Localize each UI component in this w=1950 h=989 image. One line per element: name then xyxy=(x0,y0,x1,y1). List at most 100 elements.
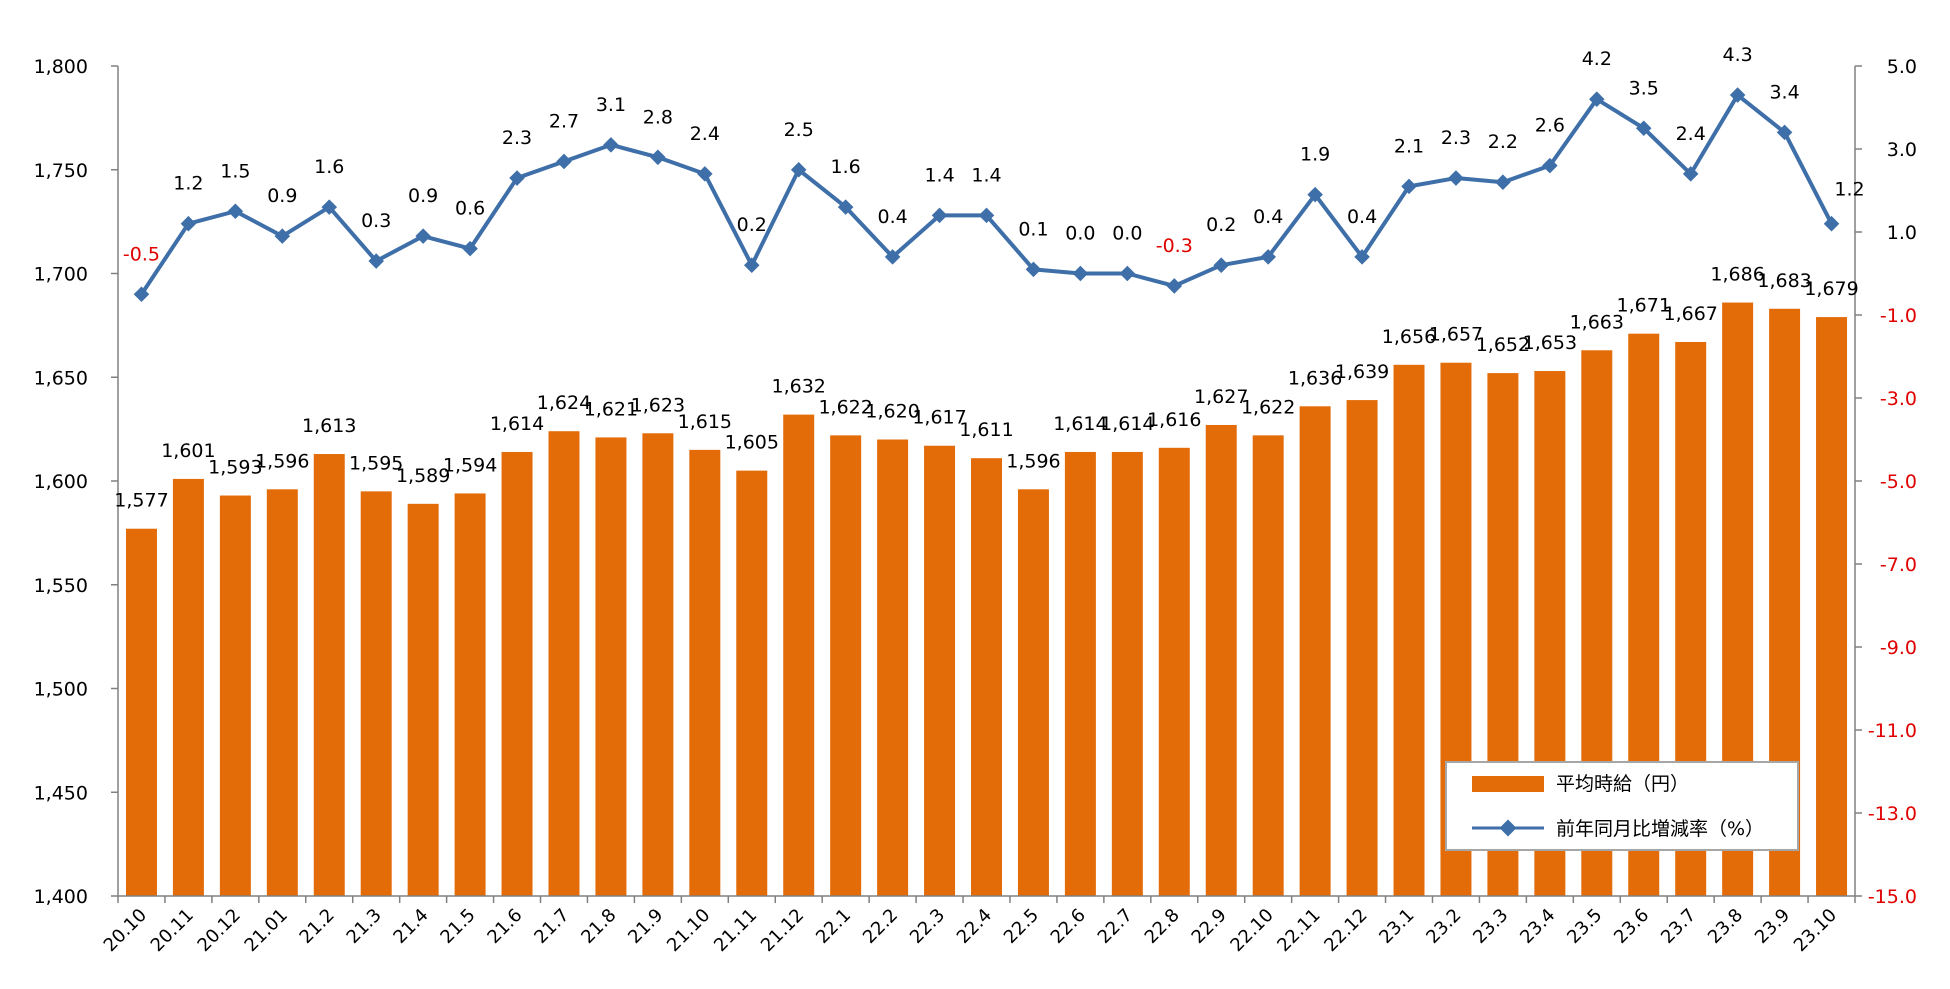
rate-marker-21.4 xyxy=(415,228,431,244)
rate-value-label: 1.2 xyxy=(173,173,203,195)
rate-value-label: 3.4 xyxy=(1769,81,1799,103)
legend-line-label: 前年同月比増減率（%） xyxy=(1556,818,1764,840)
right-tick-label: 5.0 xyxy=(1887,56,1917,78)
rate-value-label: 4.3 xyxy=(1723,44,1753,66)
x-tick-label: 21.11 xyxy=(710,905,761,956)
x-tick-label: 21.4 xyxy=(389,905,432,948)
bar-20.10 xyxy=(125,528,157,896)
x-tick-label: 23.2 xyxy=(1422,905,1465,948)
bar-value-label: 1,620 xyxy=(865,401,919,423)
x-tick-label: 22.8 xyxy=(1141,905,1184,948)
x-tick-label: 21.2 xyxy=(296,905,339,948)
rate-marker-23.7 xyxy=(1682,166,1699,182)
rate-marker-21.5 xyxy=(462,240,478,257)
legend-line-marker xyxy=(1499,819,1517,837)
bar-value-label: 1,671 xyxy=(1617,295,1671,317)
x-tick-label: 21.5 xyxy=(436,905,479,948)
bar-22.11 xyxy=(1299,406,1331,896)
x-tick-label: 22.6 xyxy=(1047,905,1090,948)
bar-value-label: 1,616 xyxy=(1147,409,1201,431)
x-tick-label: 22.2 xyxy=(859,905,902,948)
rate-marker-21.11 xyxy=(743,257,760,273)
bar-value-label: 1,614 xyxy=(490,413,544,435)
left-tick-label: 1,700 xyxy=(34,264,88,286)
rate-line-group xyxy=(133,87,1840,303)
rate-marker-21.7 xyxy=(556,153,572,170)
right-tick-label: 3.0 xyxy=(1887,139,1917,161)
rate-value-label: 0.1 xyxy=(1018,218,1048,240)
legend-bar-label: 平均時給（円） xyxy=(1556,773,1689,795)
x-tick-label: 23.5 xyxy=(1563,905,1606,948)
bar-value-label: 1,657 xyxy=(1429,324,1483,346)
rate-marker-22.7 xyxy=(1119,265,1136,282)
rate-value-label: 2.7 xyxy=(549,110,579,132)
bar-21.10 xyxy=(689,449,721,896)
rate-value-label: 0.3 xyxy=(361,210,391,232)
bar-value-label: 1,667 xyxy=(1663,303,1717,325)
bar-value-label: 1,605 xyxy=(725,432,779,454)
bar-22.2 xyxy=(877,439,909,896)
rate-marker-23.5 xyxy=(1589,91,1605,107)
left-tick-label: 1,550 xyxy=(34,575,88,597)
rate-marker-20.12 xyxy=(227,203,244,220)
rate-marker-23.10 xyxy=(1823,215,1840,232)
x-tick-label: 21.8 xyxy=(577,905,620,948)
rate-value-label: 0.0 xyxy=(1065,223,1095,245)
rate-marker-22.9 xyxy=(1213,257,1230,273)
x-tick-label: 22.12 xyxy=(1320,905,1371,956)
rate-value-label: 1.4 xyxy=(924,164,954,186)
right-tick-label: -7.0 xyxy=(1880,554,1917,576)
bar-value-label: 1,656 xyxy=(1382,326,1436,348)
x-tick-label: 21.6 xyxy=(483,905,526,948)
rate-marker-22.6 xyxy=(1072,265,1089,282)
bar-21.12 xyxy=(783,414,815,896)
rate-value-label: 2.3 xyxy=(1441,127,1471,149)
legend: 平均時給（円） 前年同月比増減率（%） xyxy=(1445,761,1799,851)
bar-value-label: 1,614 xyxy=(1053,413,1107,435)
bar-value-label: 1,611 xyxy=(959,419,1013,441)
bar-21.3 xyxy=(360,491,392,896)
rate-value-label: 3.1 xyxy=(596,94,626,116)
bar-value-label: 1,623 xyxy=(631,394,685,416)
bar-21.7 xyxy=(548,431,580,896)
x-tick-label: 22.4 xyxy=(953,905,996,948)
rate-marker-22.3 xyxy=(931,207,948,224)
bar-value-label: 1,596 xyxy=(1006,450,1060,472)
bar-21.6 xyxy=(501,451,533,896)
x-tick-label: 22.1 xyxy=(812,905,855,948)
left-tick-label: 1,600 xyxy=(34,471,88,493)
bar-23.1 xyxy=(1393,364,1425,896)
rate-marker-23.1 xyxy=(1401,178,1417,195)
rate-marker-22.8 xyxy=(1166,278,1183,294)
x-tick-label: 20.12 xyxy=(194,905,245,956)
bar-21.11 xyxy=(736,470,768,896)
bar-value-label: 1,652 xyxy=(1476,334,1530,356)
rate-value-label: 0.9 xyxy=(267,185,297,207)
bar-20.11 xyxy=(172,478,204,896)
rate-value-label: 2.1 xyxy=(1394,135,1424,157)
rate-marker-22.1 xyxy=(837,199,854,215)
rate-value-label: 0.2 xyxy=(737,214,767,236)
x-tick-label: 21.10 xyxy=(663,905,714,956)
rate-value-label: 2.2 xyxy=(1488,131,1518,153)
x-tick-label: 23.10 xyxy=(1790,905,1841,956)
bar-value-label: 1,679 xyxy=(1804,278,1858,300)
bar-value-label: 1,595 xyxy=(349,452,403,474)
bar-value-label: 1,683 xyxy=(1757,270,1811,292)
data-labels-group: 1,5771,6011,5931,5961,6131,5951,5891,594… xyxy=(114,44,1864,512)
bar-value-label: 1,663 xyxy=(1570,311,1624,333)
rate-marker-22.5 xyxy=(1025,261,1042,278)
bar-value-label: 1,617 xyxy=(912,407,966,429)
rate-marker-22.11 xyxy=(1307,186,1323,203)
bar-20.12 xyxy=(219,495,251,896)
rate-marker-20.11 xyxy=(180,215,197,232)
rate-value-label: 0.4 xyxy=(1347,206,1377,228)
rate-marker-21.8 xyxy=(603,137,619,153)
left-tick-label: 1,450 xyxy=(34,782,88,804)
rate-value-label: 0.4 xyxy=(1253,206,1283,228)
left-tick-label: 1,750 xyxy=(34,160,88,182)
bar-value-label: 1,577 xyxy=(114,490,168,512)
rate-marker-23.3 xyxy=(1495,174,1511,190)
bar-21.2 xyxy=(313,454,345,896)
bar-value-label: 1,653 xyxy=(1523,332,1577,354)
